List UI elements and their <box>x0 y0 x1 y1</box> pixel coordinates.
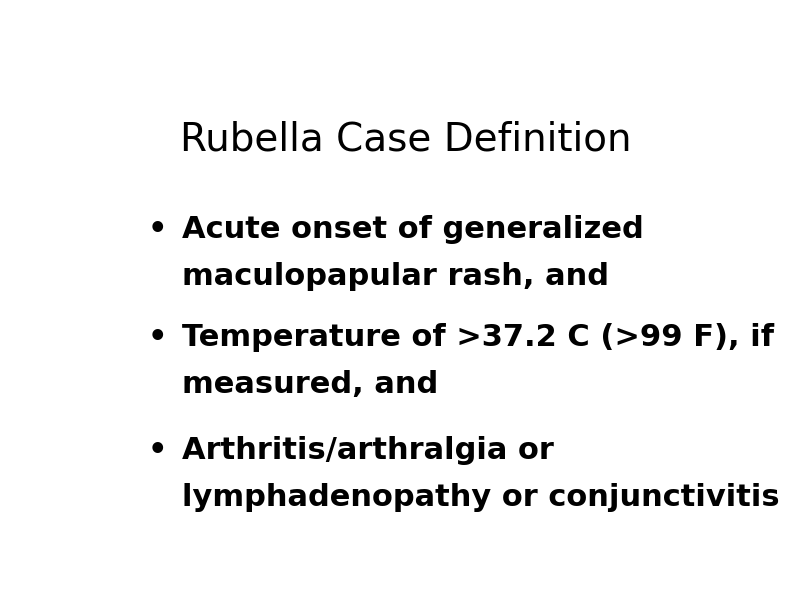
Text: Acute onset of generalized: Acute onset of generalized <box>182 215 644 244</box>
Text: Arthritis/arthralgia or: Arthritis/arthralgia or <box>182 436 554 465</box>
Text: measured, and: measured, and <box>182 370 438 399</box>
Text: maculopapular rash, and: maculopapular rash, and <box>182 262 609 291</box>
Text: •: • <box>148 215 168 244</box>
Text: Temperature of >37.2 C (>99 F), if: Temperature of >37.2 C (>99 F), if <box>182 323 774 352</box>
Text: •: • <box>148 323 168 352</box>
Text: •: • <box>148 436 168 465</box>
Text: lymphadenopathy or conjunctivitis: lymphadenopathy or conjunctivitis <box>182 483 779 512</box>
Text: Rubella Case Definition: Rubella Case Definition <box>180 121 632 159</box>
